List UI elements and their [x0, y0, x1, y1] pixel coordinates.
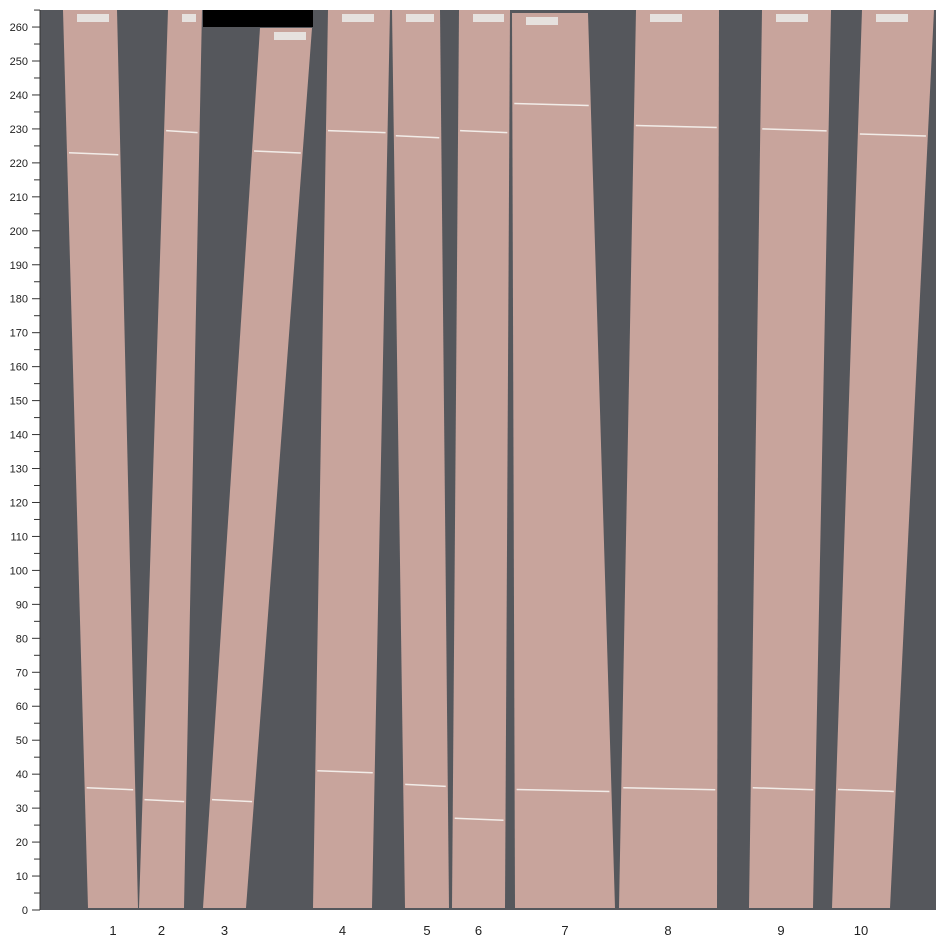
y-tick-label: 210 — [10, 192, 28, 204]
veneer-strip-4 — [313, 10, 390, 908]
cut-mark-line — [211, 798, 253, 803]
veneer-strip-5 — [392, 10, 449, 908]
cut-mark-line — [395, 134, 440, 139]
x-strip-label: 8 — [664, 923, 671, 938]
cut-mark-line — [454, 817, 504, 822]
redaction-block — [203, 10, 313, 27]
veneer-strip-1 — [63, 10, 138, 908]
x-strip-label: 10 — [854, 923, 868, 938]
y-tick-label: 80 — [16, 633, 28, 645]
veneer-strips — [63, 10, 934, 908]
y-tick-label: 230 — [10, 124, 28, 136]
x-strip-label: 7 — [561, 923, 568, 938]
y-tick-label: 90 — [16, 599, 28, 611]
veneer-strip-9 — [749, 10, 831, 908]
y-tick-label: 160 — [10, 362, 28, 374]
cut-mark-line — [516, 788, 610, 793]
y-tick-label: 40 — [16, 769, 28, 781]
strip-tag-sticker — [342, 14, 374, 22]
y-tick-label: 60 — [16, 701, 28, 713]
y-tick-label: 240 — [10, 90, 28, 102]
veneer-strip-8 — [619, 10, 719, 908]
strip-body — [139, 10, 202, 908]
strip-body — [392, 10, 449, 908]
strip-body — [203, 28, 312, 908]
strip-body — [313, 10, 390, 908]
strip-body — [452, 10, 510, 908]
strip-body — [619, 10, 719, 908]
x-strip-label: 1 — [109, 923, 116, 938]
strip-tag-sticker — [182, 14, 196, 22]
x-strip-label: 4 — [339, 923, 346, 938]
cut-mark-line — [460, 129, 508, 134]
y-tick-label: 100 — [10, 565, 28, 577]
cut-mark-line — [635, 124, 717, 129]
strip-tag-sticker — [473, 14, 504, 22]
strip-body — [749, 10, 831, 908]
cut-mark-line — [762, 128, 827, 132]
veneer-strip-7 — [512, 13, 615, 908]
y-tick-label: 110 — [10, 531, 28, 543]
y-tick-label: 30 — [16, 803, 28, 815]
strip-body — [832, 10, 934, 908]
veneer-strip-3 — [203, 28, 312, 908]
cut-mark-line — [859, 133, 926, 137]
y-tick-label: 220 — [10, 158, 28, 170]
cut-mark-line — [254, 150, 301, 154]
veneer-strip-10 — [832, 10, 934, 908]
veneer-strip-2 — [139, 10, 202, 908]
x-strip-label: 9 — [777, 923, 784, 938]
strip-tag-sticker — [876, 14, 908, 22]
y-tick-label: 150 — [10, 396, 28, 408]
y-axis: 0 10 20 30 40 50 60 70 80 90 100 110 120 130 140 150 160… — [10, 9, 41, 917]
y-tick-label: 20 — [16, 837, 28, 849]
x-axis: 1 2 3 4 5 6 7 8 9 10 — [109, 923, 868, 938]
y-tick-label: 10 — [16, 871, 28, 883]
cut-mark-line — [144, 798, 185, 803]
veneer-strip-6 — [452, 10, 510, 908]
y-tick-label: 170 — [10, 328, 28, 340]
y-tick-label: 130 — [10, 464, 28, 476]
strip-body — [512, 13, 615, 908]
strip-tag-sticker — [526, 17, 558, 25]
y-tick-label: 190 — [10, 260, 28, 272]
y-tick-label: 140 — [10, 430, 28, 442]
cut-mark-line — [837, 788, 894, 793]
cut-mark-line — [86, 786, 134, 791]
y-tick-label: 250 — [10, 56, 28, 68]
strip-tag-sticker — [77, 14, 109, 22]
x-strip-label: 3 — [221, 923, 228, 938]
y-tick-label: 0 — [22, 905, 28, 917]
cut-mark-line — [623, 786, 716, 791]
y-tick-label: 180 — [10, 294, 28, 306]
y-tick-label: 50 — [16, 735, 28, 747]
cut-mark-line — [514, 102, 589, 107]
strip-body — [63, 10, 138, 908]
strip-tag-sticker — [650, 14, 682, 22]
cut-mark-line — [405, 783, 446, 788]
x-strip-label: 6 — [475, 923, 482, 938]
y-tick-label: 200 — [10, 226, 28, 238]
x-strip-label: 2 — [158, 923, 165, 938]
cut-mark-line — [166, 129, 198, 134]
cut-mark-line — [68, 151, 119, 156]
y-tick-label: 120 — [10, 497, 28, 509]
y-tick-label: 260 — [10, 22, 28, 34]
x-strip-label: 5 — [423, 923, 430, 938]
cut-mark-line — [327, 129, 386, 134]
cut-mark-line — [317, 770, 373, 774]
strip-tag-sticker — [776, 14, 808, 22]
strip-tag-sticker — [406, 14, 434, 22]
y-tick-label: 70 — [16, 667, 28, 679]
strip-tag-sticker — [274, 32, 306, 40]
cut-mark-line — [752, 786, 814, 791]
